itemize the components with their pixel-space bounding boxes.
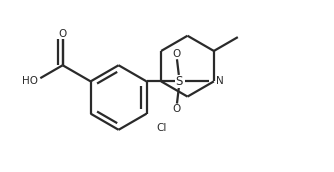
Text: O: O (58, 29, 67, 39)
Text: HO: HO (22, 76, 37, 86)
Text: Cl: Cl (157, 122, 167, 132)
Text: O: O (173, 49, 181, 59)
Text: S: S (175, 75, 182, 88)
Text: N: N (216, 76, 223, 86)
Text: O: O (173, 104, 181, 114)
